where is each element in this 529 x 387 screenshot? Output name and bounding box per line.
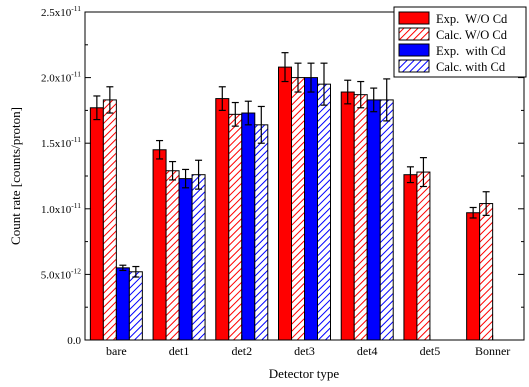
y-axis: 0.0 5.0x10-12 1.0x10-11 1.5x10-11 2.0x10-11 2… (41, 4, 524, 347)
bar (317, 83, 331, 341)
bar (479, 203, 494, 341)
bar (304, 77, 318, 341)
bar (152, 149, 167, 341)
bar (241, 112, 256, 341)
bar (353, 94, 368, 341)
x-tick-label: det2 (231, 344, 252, 358)
y-tick-label: 2.0x10-11 (41, 70, 81, 85)
bar (215, 98, 230, 341)
x-tick-label: det1 (169, 344, 190, 358)
y-axis-title: Count rate [counts/proton] (8, 107, 23, 245)
x-tick-label: det4 (357, 344, 378, 358)
x-tick-label: bare (106, 344, 127, 358)
legend-swatch (398, 27, 430, 41)
bar (340, 91, 355, 341)
legend-swatch (398, 11, 430, 25)
legend-label: Calc. W/O Cd (436, 28, 508, 42)
x-tick-label: Bonner (475, 344, 510, 358)
bars-layer (89, 52, 494, 341)
y-tick-label: 0.0 (67, 335, 81, 347)
bar (416, 171, 431, 341)
x-tick-label: det3 (294, 344, 315, 358)
bar (379, 99, 394, 341)
x-tick-label: det5 (420, 344, 441, 358)
bar (191, 174, 206, 341)
bar (366, 99, 381, 341)
y-tick-label: 2.5x10-11 (41, 4, 81, 19)
legend: Exp. W/O Cd Calc. W/O Cd Exp. with Cd Calc.… (393, 6, 527, 78)
bar (128, 271, 143, 341)
bar (466, 212, 481, 341)
legend-swatch (398, 43, 430, 57)
bar (102, 99, 117, 341)
bar (291, 77, 305, 341)
bar (165, 170, 180, 341)
x-axis-title: Detector type (269, 366, 340, 381)
legend-swatch (398, 59, 430, 73)
bar (89, 107, 104, 341)
x-axis: bare det1 det2 det3 det4 det5 Bonner (106, 335, 510, 358)
bar (115, 267, 130, 341)
bar (254, 124, 269, 341)
bar (278, 66, 292, 341)
bar (403, 174, 418, 341)
y-tick-label: 1.0x10-11 (41, 201, 81, 216)
y-tick-label: 1.5x10-11 (41, 135, 81, 150)
y-tick-label: 5.0x10-12 (41, 266, 81, 281)
bar (228, 113, 243, 341)
legend-label: Exp. with Cd (436, 44, 506, 58)
legend-label: Calc. with Cd (436, 60, 506, 74)
legend-label: Exp. W/O Cd (436, 12, 508, 26)
bar (178, 178, 193, 341)
